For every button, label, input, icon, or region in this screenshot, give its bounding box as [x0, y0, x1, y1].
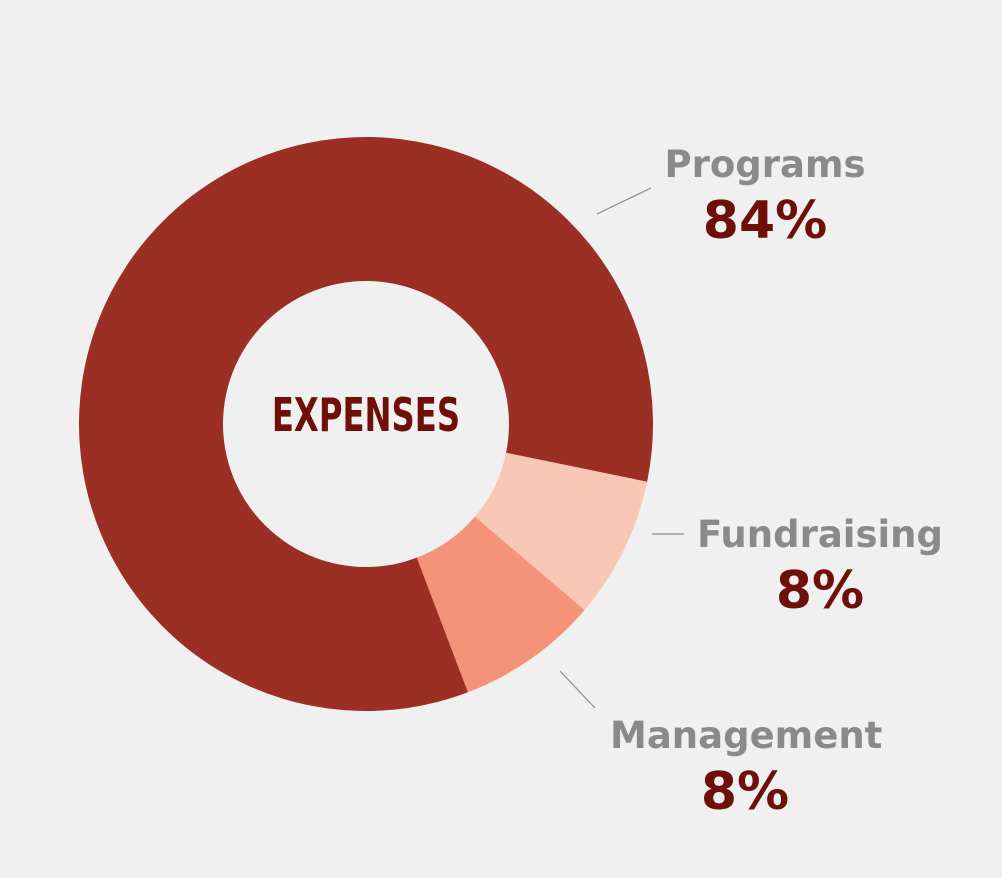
slice-management [416, 516, 585, 693]
category-label-management: Management [610, 714, 883, 757]
donut-slices [79, 137, 654, 711]
leader-lines [559, 187, 684, 709]
slice-label-management: Management 8% [610, 714, 883, 822]
value-label-management: 8% [700, 762, 790, 822]
slice-fundraising [474, 452, 648, 611]
slice-programs [79, 137, 654, 711]
leader-line-management [559, 670, 596, 709]
category-label-fundraising: Fundraising [696, 513, 944, 556]
slice-label-fundraising: Fundraising 8% [695, 516, 945, 617]
value-label-fundraising: 8% [775, 561, 865, 621]
slice-label-programs: Programs 84% [660, 146, 870, 247]
category-label-programs: Programs [664, 143, 866, 186]
leader-line-programs [596, 187, 652, 215]
value-label-programs: 84% [702, 191, 828, 251]
chart-title: EXPENSES [271, 388, 461, 442]
